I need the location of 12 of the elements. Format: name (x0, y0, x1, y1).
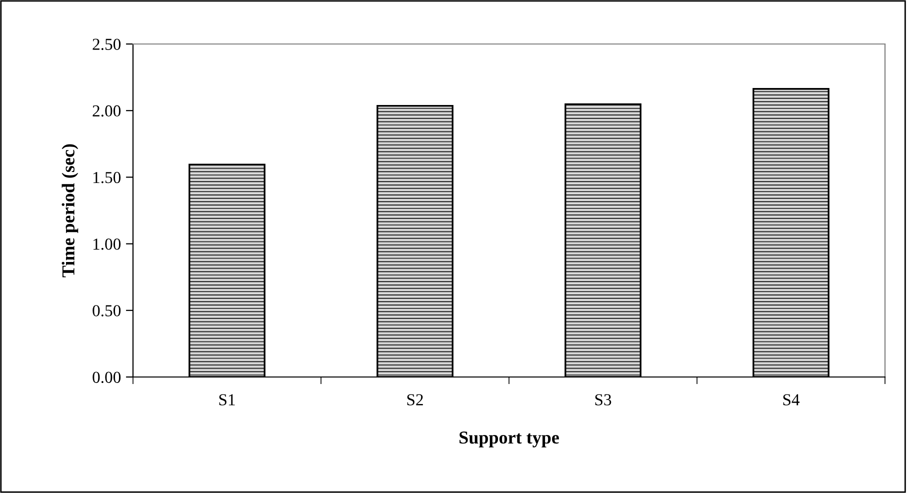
x-axis-title: Support type (460, 432, 559, 448)
y-tick-label: 0.50 (92, 305, 121, 316)
x-tick-label: S4 (783, 394, 800, 406)
y-tick-label: 2.50 (92, 38, 121, 50)
x-tick-label: S2 (407, 394, 423, 406)
y-tick-label: 1.00 (93, 238, 121, 250)
x-tick-label: S1 (219, 394, 235, 406)
y-tick-label: 0.00 (92, 372, 121, 384)
y-tick-label: 1.50 (93, 172, 121, 184)
y-axis-title: Time period (sec) (62, 144, 78, 278)
x-tick-label: S3 (595, 394, 612, 406)
y-tick-label: 2.00 (92, 105, 121, 117)
